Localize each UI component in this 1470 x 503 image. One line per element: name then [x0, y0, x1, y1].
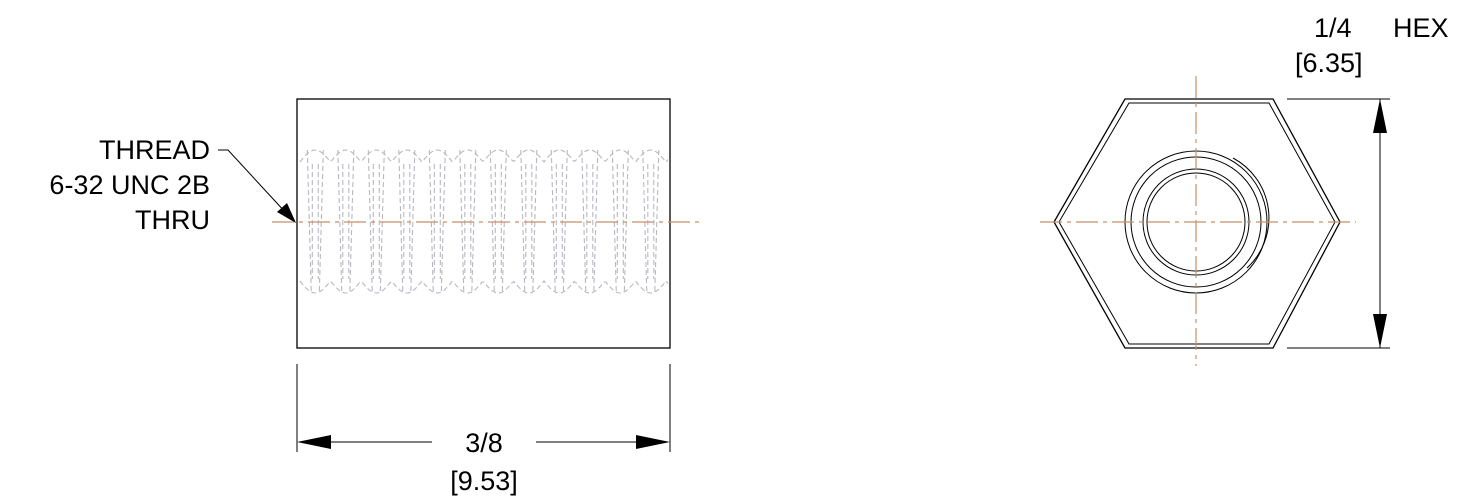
thread-flank	[654, 149, 660, 294]
hex-outline-chamfer	[1058, 102, 1336, 345]
hex-outline-outer	[1053, 98, 1341, 349]
thread-callout-line3: THRU	[135, 205, 210, 235]
thread-leader-line	[218, 149, 288, 215]
thread-flank	[581, 149, 587, 294]
thread-flank	[410, 149, 416, 294]
length-dimension-fraction: 3/8	[465, 428, 503, 458]
length-arrowhead-left	[297, 435, 331, 449]
thread-callout-line2: 6-32 UNC 2B	[49, 170, 210, 200]
thread-start-arc	[1232, 157, 1270, 269]
hex-dimension-fraction: 1/4	[1314, 13, 1352, 43]
length-dimension-metric: [9.53]	[450, 466, 518, 496]
standoff-body-outline	[296, 98, 671, 349]
side-view: THREAD 6-32 UNC 2B THRU 3/8 [9.53]	[49, 98, 702, 496]
hex-arrowhead-top	[1373, 99, 1387, 133]
hex-dimension-metric: [6.35]	[1295, 48, 1363, 78]
thread-leader-arrowhead	[277, 203, 296, 223]
end-view: 1/4 HEX [6.35]	[1040, 13, 1449, 366]
thread-crest-bottom	[299, 280, 669, 294]
hex-dimension-type: HEX	[1393, 13, 1449, 43]
thread-crest-top	[299, 149, 669, 163]
length-arrowhead-right	[636, 435, 670, 449]
thread-callout-line1: THREAD	[99, 135, 210, 165]
hex-arrowhead-bottom	[1373, 314, 1387, 348]
